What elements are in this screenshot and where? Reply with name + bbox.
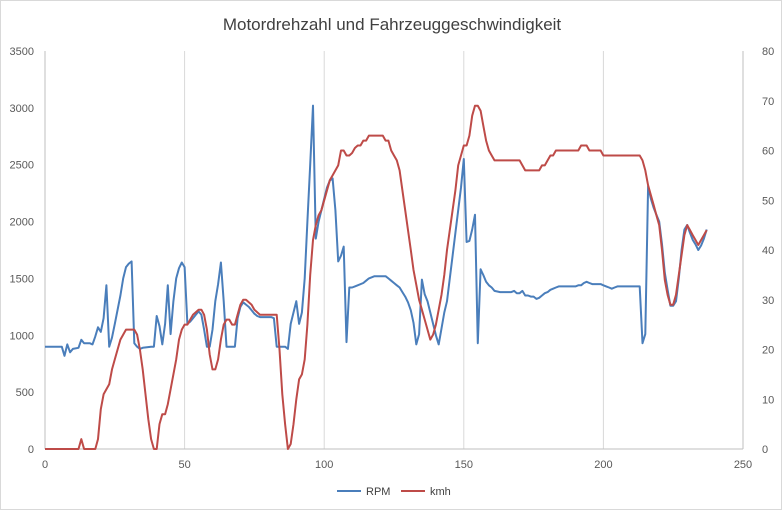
axes	[44, 51, 744, 450]
y-right-tick-label: 70	[762, 96, 774, 108]
x-tick-label: 250	[734, 459, 752, 471]
y-right-tick-label: 30	[762, 295, 774, 307]
y-right-tick-label: 10	[762, 394, 774, 406]
y-left-tick-label: 0	[28, 444, 34, 456]
x-tick-label: 100	[315, 459, 333, 471]
x-tick-label: 150	[455, 459, 473, 471]
y-right-tick-label: 80	[762, 46, 774, 58]
y-left-tick-label: 2000	[10, 217, 34, 229]
series	[45, 104, 708, 450]
y-left-tick-label: 3000	[10, 103, 34, 115]
x-tick-label: 0	[42, 459, 48, 471]
legend: RPM kmh	[337, 486, 451, 498]
x-tick-label: 50	[178, 459, 190, 471]
x-tick-label: 200	[594, 459, 612, 471]
y-left-tick-label: 500	[16, 387, 34, 399]
y-right-tick-label: 50	[762, 195, 774, 207]
y-left-tick-label: 1000	[10, 330, 34, 342]
gridlines	[184, 51, 744, 449]
y-left-tick-label: 3500	[10, 46, 34, 58]
y-right-tick-label: 0	[762, 444, 768, 456]
series-line-kmh	[45, 104, 708, 450]
tick-labels: 0 50 100 150 200 2500500100015002000250030003…	[10, 46, 775, 471]
chart-title: Motordrehzahl und Fahrzeuggeschwindigkei…	[223, 15, 562, 34]
y-left-tick-label: 1500	[10, 273, 34, 285]
y-right-tick-label: 60	[762, 146, 774, 158]
legend-label-kmh: kmh	[430, 486, 451, 498]
y-right-tick-label: 40	[762, 245, 774, 257]
y-right-tick-label: 20	[762, 345, 774, 357]
series-line-rpm	[45, 104, 708, 357]
legend-label-rpm: RPM	[366, 486, 390, 498]
y-left-tick-label: 2500	[10, 160, 34, 172]
